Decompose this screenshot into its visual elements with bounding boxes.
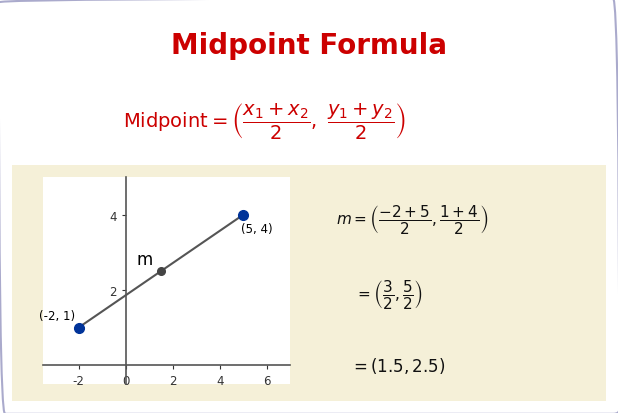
- Text: m: m: [137, 251, 153, 269]
- Text: $= \left(\dfrac{3}{2},\dfrac{5}{2}\right)$: $= \left(\dfrac{3}{2},\dfrac{5}{2}\right…: [355, 278, 423, 311]
- FancyBboxPatch shape: [0, 156, 618, 410]
- Text: Midpoint Formula: Midpoint Formula: [171, 31, 447, 59]
- Text: (5, 4): (5, 4): [241, 222, 273, 235]
- Text: $= (1.5, 2.5)$: $= (1.5, 2.5)$: [350, 355, 445, 375]
- Text: (-2, 1): (-2, 1): [39, 309, 75, 323]
- Text: $\mathrm{Midpoint} = \left(\dfrac{x_1 + x_2}{2},\ \dfrac{y_1 + y_2}{2}\right)$: $\mathrm{Midpoint} = \left(\dfrac{x_1 + …: [123, 102, 406, 142]
- Text: $m = \left(\dfrac{-2+5}{2},\dfrac{1+4}{2}\right)$: $m = \left(\dfrac{-2+5}{2},\dfrac{1+4}{2…: [336, 203, 488, 236]
